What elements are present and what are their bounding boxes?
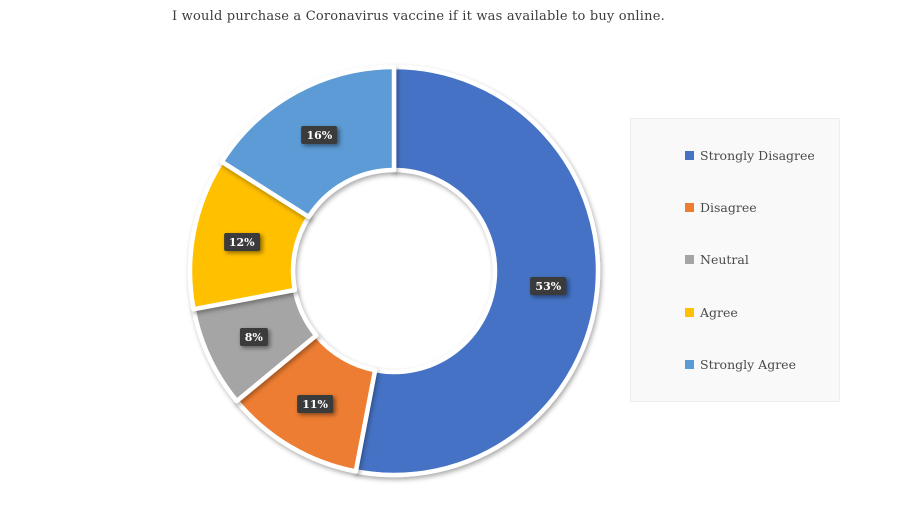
legend-item-disagree[interactable]: Disagree <box>685 200 839 215</box>
legend-label: Disagree <box>700 200 757 216</box>
legend-swatch-icon <box>685 360 694 370</box>
legend-label: Neutral <box>700 252 749 268</box>
legend-swatch-icon <box>685 307 694 317</box>
chart-legend: Strongly Disagree Disagree Neutral Agree Str… <box>630 118 840 402</box>
legend-swatch-icon <box>685 203 694 213</box>
legend-item-strongly-disagree[interactable]: Strongly Disagree <box>685 148 839 163</box>
donut-slices <box>187 64 601 478</box>
legend-label: Strongly Disagree <box>700 147 815 163</box>
legend-item-agree[interactable]: Agree <box>685 305 839 320</box>
legend-swatch-icon <box>685 255 694 265</box>
legend-item-strongly-agree[interactable]: Strongly Agree <box>685 357 839 372</box>
legend-item-neutral[interactable]: Neutral <box>685 252 839 267</box>
slice-strongly-disagree[interactable] <box>353 64 601 478</box>
chart-title: I would purchase a Coronavirus vaccine i… <box>172 9 665 24</box>
legend-label: Agree <box>700 304 738 320</box>
legend-label: Strongly Agree <box>700 357 796 373</box>
legend-swatch-icon <box>685 150 694 160</box>
